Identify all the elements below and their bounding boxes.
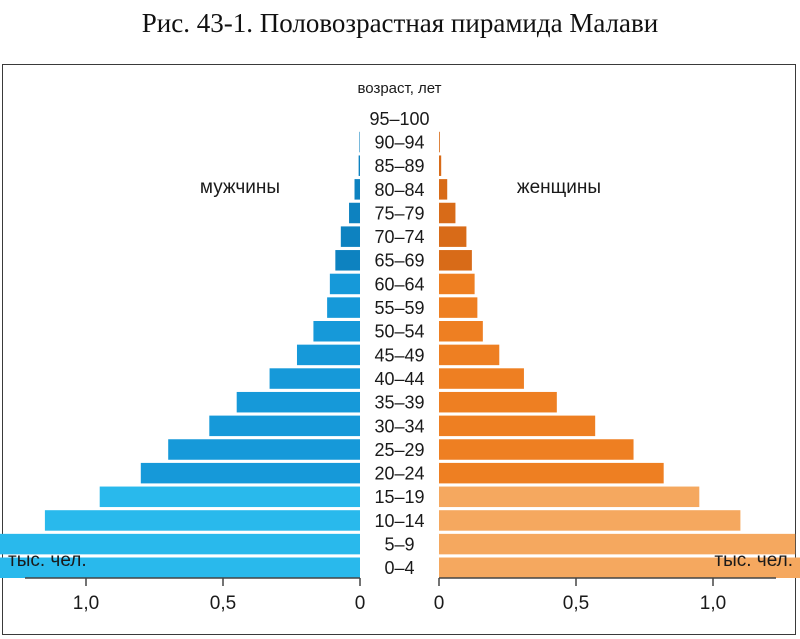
page-title: Рис. 43-1. Половозрастная пирамида Малав… (141, 8, 659, 38)
female-bar-90–94 (439, 131, 440, 153)
female-tick-label: 1,0 (700, 593, 726, 614)
age-axis-label: возраст, лет (357, 80, 441, 97)
female-bar-70–74 (439, 226, 467, 247)
male-bar-40–44 (269, 368, 360, 389)
age-group-label: 5–9 (384, 535, 414, 555)
age-group-label: 95–100 (369, 109, 429, 129)
age-group-label: 20–24 (374, 464, 424, 484)
female-bar-20–24 (439, 462, 664, 484)
male-bar-35–39 (236, 391, 360, 413)
female-bar-15–19 (439, 486, 700, 508)
chart-frame (2, 64, 796, 635)
male-bar-55–59 (327, 297, 360, 318)
male-bar-45–49 (296, 344, 360, 366)
age-group-label: 30–34 (374, 416, 424, 436)
age-group-label: 70–74 (374, 227, 424, 247)
female-bar-80–84 (439, 179, 448, 200)
female-bar-55–59 (439, 297, 478, 318)
age-group-label: 90–94 (374, 132, 424, 152)
female-bar-10–14 (439, 510, 741, 531)
age-group-label: 80–84 (374, 180, 424, 200)
female-bar-35–39 (439, 391, 557, 413)
female-bar-60–64 (439, 273, 475, 295)
male-bar-60–64 (329, 273, 360, 295)
age-group-label: 60–64 (374, 274, 424, 294)
age-group-label: 65–69 (374, 251, 424, 271)
male-bar-85–89 (358, 155, 360, 176)
female-bar-30–34 (439, 415, 596, 437)
male-bar-30–34 (209, 415, 360, 437)
male-bar-10–14 (44, 510, 361, 531)
female-bar-45–49 (439, 344, 500, 366)
male-bar-20–24 (140, 462, 360, 484)
female-bar-0–4 (439, 557, 800, 578)
age-group-label: 75–79 (374, 203, 424, 223)
male-bar-15–19 (99, 486, 360, 508)
male-bar-5–9 (0, 533, 360, 555)
male-bar-65–69 (335, 250, 360, 271)
male-bar-75–79 (349, 202, 360, 224)
unit-label-right: тыс. чел. (714, 550, 793, 571)
female-bar-25–29 (439, 439, 634, 460)
female-bar-40–44 (439, 368, 524, 389)
male-tick-label: 0,5 (210, 593, 236, 614)
age-group-label: 35–39 (374, 393, 424, 413)
age-group-label: 45–49 (374, 345, 424, 365)
male-tick-label: 1,0 (73, 593, 99, 614)
female-bar-5–9 (439, 533, 796, 555)
male-bar-50–54 (313, 321, 360, 342)
age-group-label: 40–44 (374, 369, 424, 389)
female-tick-label: 0 (434, 593, 445, 614)
male-bar-0–4 (0, 557, 360, 578)
female-series-label: женщины (517, 177, 601, 198)
female-tick-label: 0,5 (563, 593, 589, 614)
age-group-label: 15–19 (374, 487, 424, 507)
age-group-label: 50–54 (374, 322, 424, 342)
age-group-label: 25–29 (374, 440, 424, 460)
male-bar-25–29 (168, 439, 360, 460)
age-group-label: 55–59 (374, 298, 424, 318)
male-bar-70–74 (340, 226, 360, 247)
female-bar-65–69 (439, 250, 472, 271)
male-bar-90–94 (359, 131, 360, 153)
female-bar-85–89 (439, 155, 442, 176)
age-group-label: 0–4 (384, 558, 414, 578)
age-group-label: 85–89 (374, 156, 424, 176)
male-series-label: мужчины (200, 177, 280, 198)
female-bar-75–79 (439, 202, 456, 224)
male-tick-label: 0 (355, 593, 366, 614)
age-group-label: 10–14 (374, 511, 424, 531)
female-bar-50–54 (439, 321, 483, 342)
unit-label-left: тыс. чел. (8, 550, 87, 571)
male-bar-80–84 (354, 179, 360, 200)
